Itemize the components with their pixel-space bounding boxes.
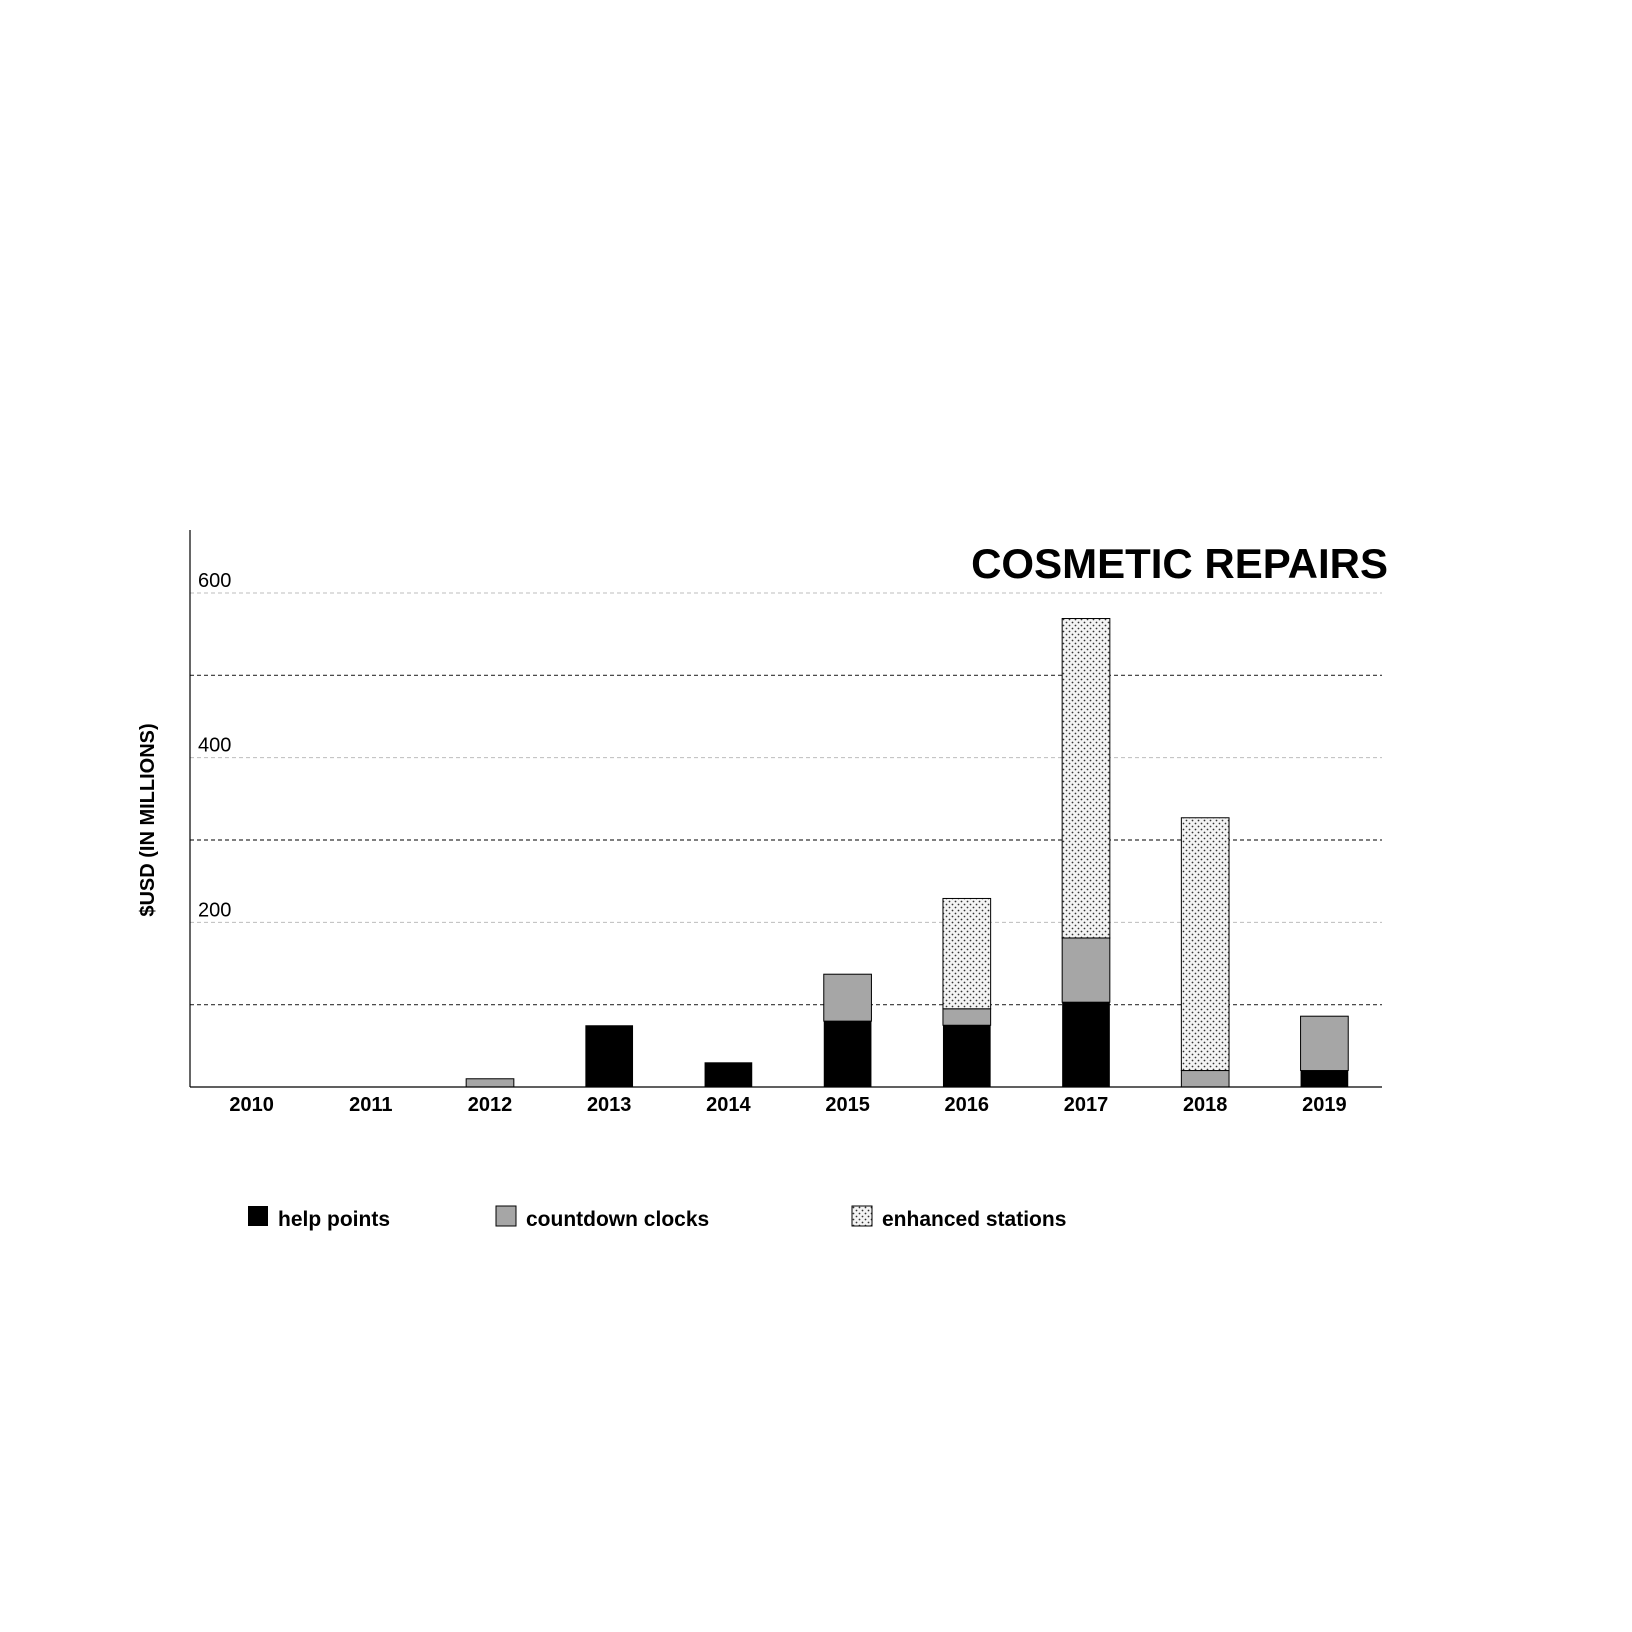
x-tick-label: 2016 [945, 1094, 990, 1116]
x-tick-labels: 2010 2011 2012 2013 2014 2015 2016 2017 2018 2019 [229, 1094, 1346, 1116]
bar-2016-countdown-clocks [942, 1008, 992, 1026]
bar-2016-enhanced-stations [942, 897, 992, 1010]
chart-title: COSMETIC REPAIRS [971, 540, 1388, 587]
bar-2014-help-points [704, 1062, 753, 1087]
x-tick-label: 2013 [587, 1094, 632, 1116]
y-tick-label: 400 [198, 735, 231, 757]
legend: help points countdown clocks enhanced stat… [248, 1205, 1066, 1231]
bar-2016-help-points [942, 1025, 991, 1087]
bar-2018-countdown-clocks [1180, 1070, 1230, 1088]
y-tick-labels: 200 400 600 [198, 570, 231, 921]
x-tick-label: 2018 [1183, 1094, 1228, 1116]
legend-swatch-countdown-clocks [495, 1205, 517, 1227]
legend-swatch-enhanced-stations [851, 1205, 873, 1227]
y-axis-label: $USD (IN MILLIONS) [137, 723, 159, 916]
x-tick-label: 2015 [825, 1094, 870, 1116]
gridlines [190, 592, 1382, 1006]
bar-2017-countdown-clocks [1061, 937, 1111, 1003]
x-tick-label: 2012 [468, 1094, 513, 1116]
bar-2013-help-points [585, 1025, 634, 1087]
x-tick-label: 2010 [229, 1094, 274, 1116]
bar-2015-countdown-clocks [823, 973, 872, 1022]
legend-label-countdown-clocks: countdown clocks [526, 1208, 709, 1231]
x-tick-label: 2011 [349, 1094, 392, 1116]
bar-2017-enhanced-stations [1061, 618, 1111, 939]
x-tick-label: 2017 [1064, 1094, 1109, 1116]
bar-2015-help-points [823, 1021, 872, 1087]
bars [465, 618, 1349, 1088]
legend-label-help-points: help points [278, 1208, 390, 1231]
bar-2019-help-points [1300, 1070, 1349, 1087]
x-tick-label: 2019 [1302, 1094, 1347, 1116]
x-tick-label: 2014 [706, 1094, 751, 1116]
y-tick-label: 200 [198, 899, 231, 921]
legend-label-enhanced-stations: enhanced stations [882, 1208, 1066, 1231]
y-tick-label: 600 [198, 570, 231, 592]
bar-2012-countdown-clocks [465, 1078, 515, 1088]
legend-swatch-help-points [248, 1206, 268, 1226]
bar-2019-countdown-clocks [1300, 1015, 1349, 1072]
bar-2017-help-points [1062, 1002, 1110, 1087]
bar-2018-enhanced-stations [1180, 817, 1230, 1072]
